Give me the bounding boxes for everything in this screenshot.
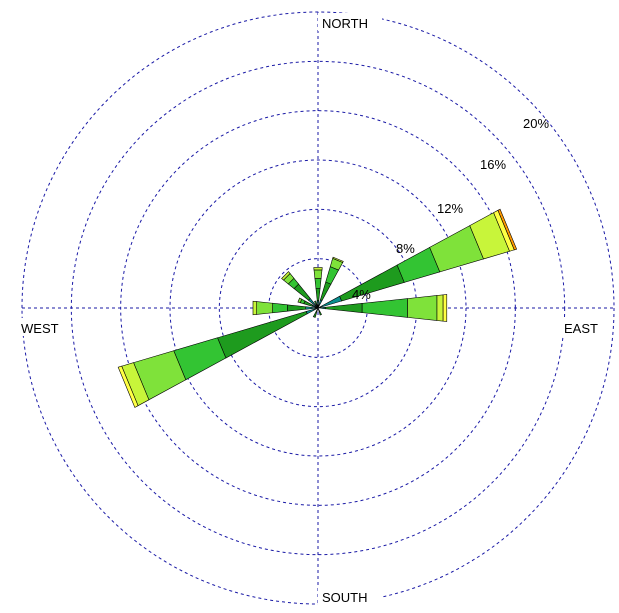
petal-67.5-segment-7: [497, 208, 518, 251]
ring-label-4: 4%: [352, 287, 371, 302]
ring-label-8: 8%: [396, 241, 415, 256]
petal-270-segment-4: [256, 301, 273, 315]
ring-label-12: 12%: [437, 201, 463, 216]
petal-0-segment-2: [315, 288, 321, 301]
petal-315-segment-5: [281, 271, 291, 281]
petal-0-segment-5: [313, 267, 323, 271]
petal-157.5-segment-1: [317, 307, 321, 312]
north-label: NORTH: [322, 16, 368, 31]
petal-270-segment-2: [287, 304, 307, 312]
petal-22.5-segment-2: [320, 281, 332, 301]
petal-270-segment-3: [272, 302, 288, 314]
petal-292.5-segment-4: [297, 297, 303, 304]
petal-247.5-segment-6: [117, 365, 139, 408]
east-label: EAST: [564, 321, 598, 336]
petal-90-segment-4: [407, 295, 438, 321]
west-label: WEST: [21, 321, 59, 336]
petal-90-segment-2: [325, 303, 363, 313]
radial-tick-labels: 4% 8% 12% 16% 20%: [352, 116, 549, 302]
petal-90-segment-6: [442, 294, 448, 322]
ring-label-20: 20%: [523, 116, 549, 131]
south-label: SOUTH: [322, 590, 368, 605]
petal-0-segment-4: [313, 269, 323, 279]
petal-157.5-segment-2: [318, 310, 322, 316]
petal-22.5-segment-5: [332, 256, 344, 263]
wind-petals: [117, 208, 518, 408]
petal-90-segment-5: [436, 294, 444, 322]
petal-0-segment-3: [314, 278, 322, 289]
petal-202.5-segment-2: [312, 310, 318, 318]
petal-270-segment-5: [252, 300, 257, 316]
petal-337.5-segment-2: [314, 300, 318, 306]
ring-label-16: 16%: [480, 157, 506, 172]
